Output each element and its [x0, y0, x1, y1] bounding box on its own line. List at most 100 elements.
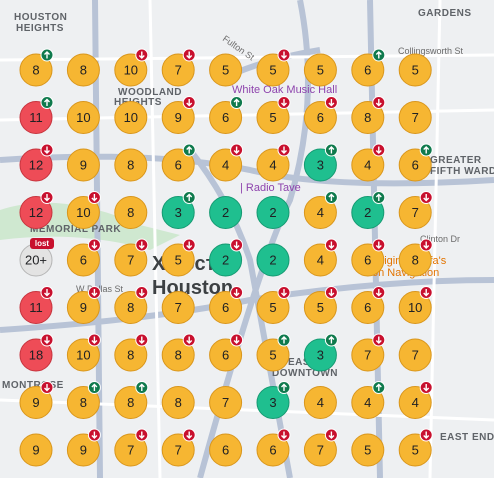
- marker[interactable]: 7: [114, 428, 149, 467]
- marker-circle[interactable]: [161, 101, 195, 134]
- marker-circle[interactable]: [398, 243, 432, 277]
- marker[interactable]: 12: [19, 191, 54, 229]
- marker[interactable]: 3: [303, 333, 338, 372]
- marker-circle[interactable]: [398, 338, 432, 372]
- marker-circle[interactable]: [351, 243, 385, 277]
- marker[interactable]: 6: [398, 143, 433, 182]
- marker[interactable]: 7: [161, 48, 196, 87]
- marker[interactable]: 12: [19, 143, 54, 182]
- marker-circle[interactable]: [161, 243, 195, 277]
- marker-circle[interactable]: [303, 338, 337, 372]
- marker[interactable]: 6: [209, 433, 243, 467]
- marker-circle[interactable]: [19, 196, 53, 229]
- marker-circle[interactable]: [256, 291, 290, 324]
- marker-circle[interactable]: [256, 148, 290, 182]
- marker[interactable]: 7: [114, 238, 149, 277]
- marker-circle[interactable]: [303, 53, 337, 87]
- marker[interactable]: 9: [19, 433, 53, 467]
- marker-circle[interactable]: [209, 53, 243, 87]
- marker[interactable]: 4: [303, 386, 337, 419]
- marker-circle[interactable]: [114, 243, 148, 277]
- marker[interactable]: 7: [303, 428, 338, 467]
- marker[interactable]: 8: [66, 53, 100, 87]
- marker[interactable]: 8: [114, 381, 149, 419]
- marker[interactable]: 8: [161, 333, 196, 372]
- marker-circle[interactable]: [114, 53, 148, 87]
- marker-circle[interactable]: [161, 338, 195, 372]
- marker[interactable]: 5: [256, 48, 291, 87]
- marker[interactable]: 3: [161, 191, 196, 229]
- marker-circle[interactable]: [398, 433, 432, 467]
- marker[interactable]: 6: [209, 333, 244, 372]
- marker[interactable]: 2: [256, 196, 290, 229]
- marker[interactable]: 6: [351, 238, 386, 277]
- marker-circle[interactable]: [256, 53, 290, 87]
- marker[interactable]: 2: [351, 191, 386, 229]
- marker[interactable]: 4: [398, 381, 433, 419]
- marker-circle[interactable]: [351, 53, 385, 87]
- marker[interactable]: 9: [66, 148, 100, 182]
- marker[interactable]: 5: [303, 53, 337, 87]
- marker[interactable]: 9: [66, 286, 101, 324]
- marker-circle[interactable]: [19, 101, 53, 134]
- marker[interactable]: 3: [256, 381, 291, 419]
- marker[interactable]: 5: [161, 238, 196, 277]
- marker[interactable]: 10: [114, 48, 149, 87]
- marker[interactable]: 8: [114, 286, 149, 324]
- marker[interactable]: 4: [303, 238, 338, 277]
- marker[interactable]: 10: [114, 101, 148, 134]
- marker-circle[interactable]: [114, 433, 148, 467]
- marker-circle[interactable]: [209, 101, 243, 134]
- marker-circle[interactable]: [256, 386, 290, 419]
- marker[interactable]: 6: [209, 286, 244, 324]
- marker[interactable]: 20+ lost: [19, 238, 54, 277]
- marker-circle[interactable]: [19, 53, 53, 87]
- marker-circle[interactable]: [209, 243, 243, 277]
- marker-circle[interactable]: [114, 148, 148, 182]
- marker-circle[interactable]: [114, 101, 148, 134]
- marker-circle[interactable]: [256, 433, 290, 467]
- marker[interactable]: 8: [398, 238, 433, 277]
- marker-circle[interactable]: [209, 291, 243, 324]
- marker-circle[interactable]: [19, 148, 53, 182]
- marker[interactable]: 8: [114, 333, 149, 372]
- marker[interactable]: 7: [398, 338, 432, 372]
- marker-circle[interactable]: [19, 386, 53, 419]
- marker[interactable]: 2: [256, 243, 290, 277]
- marker-circle[interactable]: [303, 148, 337, 182]
- marker-circle[interactable]: [209, 433, 243, 467]
- marker[interactable]: 7: [161, 428, 196, 467]
- marker-circle[interactable]: [398, 53, 432, 87]
- marker[interactable]: 7: [398, 101, 432, 134]
- marker-circle[interactable]: [66, 101, 100, 134]
- marker[interactable]: 5: [351, 433, 385, 467]
- marker[interactable]: 7: [209, 386, 243, 419]
- marker[interactable]: 10: [66, 191, 101, 229]
- marker-circle[interactable]: [161, 386, 195, 419]
- marker-circle[interactable]: [303, 101, 337, 134]
- marker[interactable]: 6: [303, 96, 338, 134]
- marker-circle[interactable]: [303, 243, 337, 277]
- marker-circle[interactable]: [209, 386, 243, 419]
- marker-circle[interactable]: [256, 338, 290, 372]
- marker[interactable]: 5: [209, 53, 243, 87]
- marker-circle[interactable]: [66, 243, 100, 277]
- marker[interactable]: 5: [256, 96, 291, 134]
- marker[interactable]: 8: [161, 386, 195, 419]
- marker[interactable]: 8: [19, 48, 54, 87]
- marker-circle[interactable]: [256, 196, 290, 229]
- marker-circle[interactable]: [303, 291, 337, 324]
- marker-circle[interactable]: [66, 386, 100, 419]
- marker[interactable]: 7: [398, 191, 433, 229]
- marker-circle[interactable]: [114, 386, 148, 419]
- marker[interactable]: 5: [398, 428, 433, 467]
- marker[interactable]: 18: [19, 333, 54, 372]
- marker[interactable]: 5: [398, 53, 432, 87]
- marker-circle[interactable]: [114, 291, 148, 324]
- marker-circle[interactable]: [161, 148, 195, 182]
- marker-circle[interactable]: [209, 148, 243, 182]
- marker[interactable]: 8: [66, 381, 101, 419]
- marker[interactable]: 2: [209, 238, 244, 277]
- marker[interactable]: 10: [66, 333, 101, 372]
- marker[interactable]: 11: [19, 96, 54, 134]
